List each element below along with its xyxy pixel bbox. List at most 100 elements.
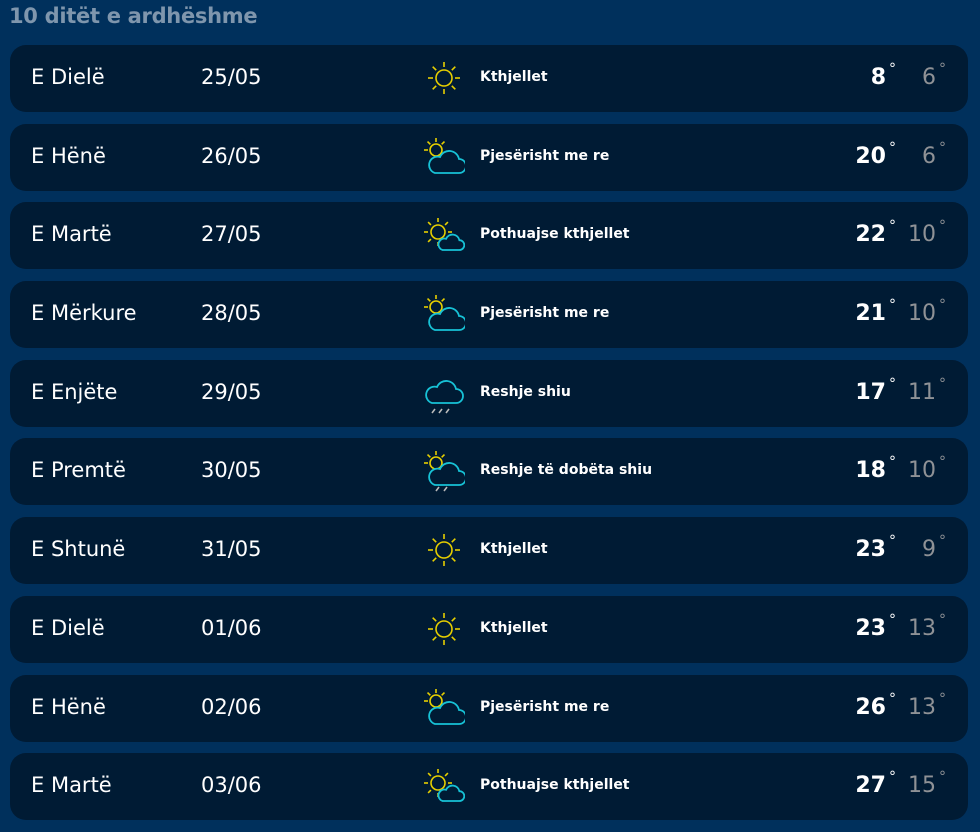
high-temp: 22 ° [855,218,896,248]
day-name: E Premtë [31,458,126,483]
partly-cloudy-icon [423,137,467,177]
high-temp: 20 ° [855,140,896,169]
date: 30/05 [201,458,262,483]
condition-text: Kthjellet [480,69,548,85]
low-temp: 6 ° [922,61,946,90]
day-name: E Hënë [31,694,106,719]
sun-icon [423,530,465,570]
temp-value: 18 [855,458,886,484]
temp-value: 20 [855,143,886,169]
day-name: E Dielë [31,615,105,640]
temp-value: 27 [855,773,886,799]
temp-value: 13 [908,694,936,720]
high-temp: 26 ° [855,691,896,720]
temp-value: 17 [855,379,886,405]
degree-symbol: ° [889,139,896,156]
temp-value: 23 [855,537,886,563]
date: 01/06 [201,615,262,640]
date: 03/06 [201,773,262,798]
temp-value: 22 [855,222,886,248]
temp-value: 9 [922,537,936,563]
degree-symbol: ° [939,690,946,707]
high-temp: 27 ° [855,769,896,799]
degree-symbol: ° [939,218,946,235]
high-temp: 21 ° [855,297,896,327]
forecast-row[interactable]: E Hënë 02/06 Pjesërisht me re 26 ° 13 ° [10,674,968,742]
condition-text: Pothuajse kthjellet [480,226,630,243]
mostly-clear-icon [423,215,466,255]
date: 29/05 [201,379,262,404]
forecast-row[interactable]: E Mërkure 28/05 Pjesërisht me re 21 ° 10 ° [10,281,968,349]
date: 26/05 [201,143,262,168]
condition-text: Kthjellet [480,541,548,558]
temp-value: 10 [908,222,936,248]
rain-icon [423,373,465,414]
date: 27/05 [201,222,262,247]
partly-cloudy-icon [423,294,467,334]
degree-symbol: ° [939,297,946,314]
section-title: 10 ditët e ardhëshme [9,4,258,28]
degree-symbol: ° [889,769,896,786]
forecast-row[interactable]: E Martë 27/05 Pothuajse kthjellet 22 ° 10… [10,202,968,270]
date: 25/05 [201,65,262,89]
high-temp: 8 ° [870,61,896,90]
day-name: E Dielë [31,65,105,89]
day-name: E Enjëte [31,379,118,404]
condition-text: Pjesërisht me re [480,147,610,164]
partly-cloudy-icon [423,688,467,728]
temp-value: 8 [870,65,886,90]
high-temp: 23 ° [855,612,896,641]
day-name: E Martë [31,773,112,798]
forecast-row[interactable]: E Enjëte 29/05 Reshje shiu 17 ° 11 ° [10,359,968,427]
degree-symbol: ° [889,297,896,314]
low-temp: 11 ° [908,376,946,405]
forecast-row[interactable]: E Shtunë 31/05 Kthjellet 23 ° 9 ° [10,517,968,585]
low-temp: 13 ° [908,691,946,720]
low-temp: 10 ° [908,218,946,248]
forecast-row[interactable]: E Dielë 25/05 Kthjellet 8 ° 6 ° [10,45,968,112]
forecast-row[interactable]: E Dielë 01/06 Kthjellet 23 ° 13 ° [10,595,968,663]
degree-symbol: ° [889,454,896,471]
degree-symbol: ° [889,218,896,235]
sun-icon [423,58,465,98]
day-name: E Hënë [31,143,106,168]
condition-text: Pothuajse kthjellet [480,777,630,794]
sun-rain-icon [423,451,467,492]
forecast-row[interactable]: E Martë 03/06 Pothuajse kthjellet 27 ° 15… [10,753,968,821]
date: 31/05 [201,537,262,562]
sun-icon [423,609,465,649]
low-temp: 6 ° [922,140,946,169]
degree-symbol: ° [939,611,946,628]
temp-value: 11 [908,379,936,405]
temp-value: 13 [908,615,936,641]
forecast-row[interactable]: E Premtë 30/05 Reshje të dobëta shiu 18 °… [10,438,968,506]
condition-text: Pjesërisht me re [480,305,610,322]
temp-value: 15 [908,773,936,799]
low-temp: 9 ° [922,533,946,563]
degree-symbol: ° [939,533,946,550]
temp-value: 23 [855,615,886,641]
low-temp: 10 ° [908,454,946,484]
forecast-row[interactable]: E Hënë 26/05 Pjesërisht me re 20 ° 6 ° [10,123,968,191]
degree-symbol: ° [939,375,946,392]
low-temp: 10 ° [908,297,946,327]
low-temp: 15 ° [908,769,946,799]
low-temp: 13 ° [908,612,946,641]
condition-text: Reshje shiu [480,383,571,400]
mostly-clear-icon [423,766,466,806]
degree-symbol: ° [939,454,946,471]
degree-symbol: ° [889,61,896,77]
degree-symbol: ° [889,533,896,550]
temp-value: 26 [855,694,886,720]
date: 02/06 [201,694,262,719]
degree-symbol: ° [889,690,896,707]
temp-value: 21 [855,301,886,327]
day-name: E Martë [31,222,112,247]
degree-symbol: ° [939,61,946,77]
temp-value: 10 [908,458,936,484]
condition-text: Reshje të dobëta shiu [480,462,653,479]
high-temp: 17 ° [855,376,896,405]
degree-symbol: ° [939,769,946,786]
temp-value: 10 [908,301,936,327]
temp-value: 6 [922,65,936,90]
